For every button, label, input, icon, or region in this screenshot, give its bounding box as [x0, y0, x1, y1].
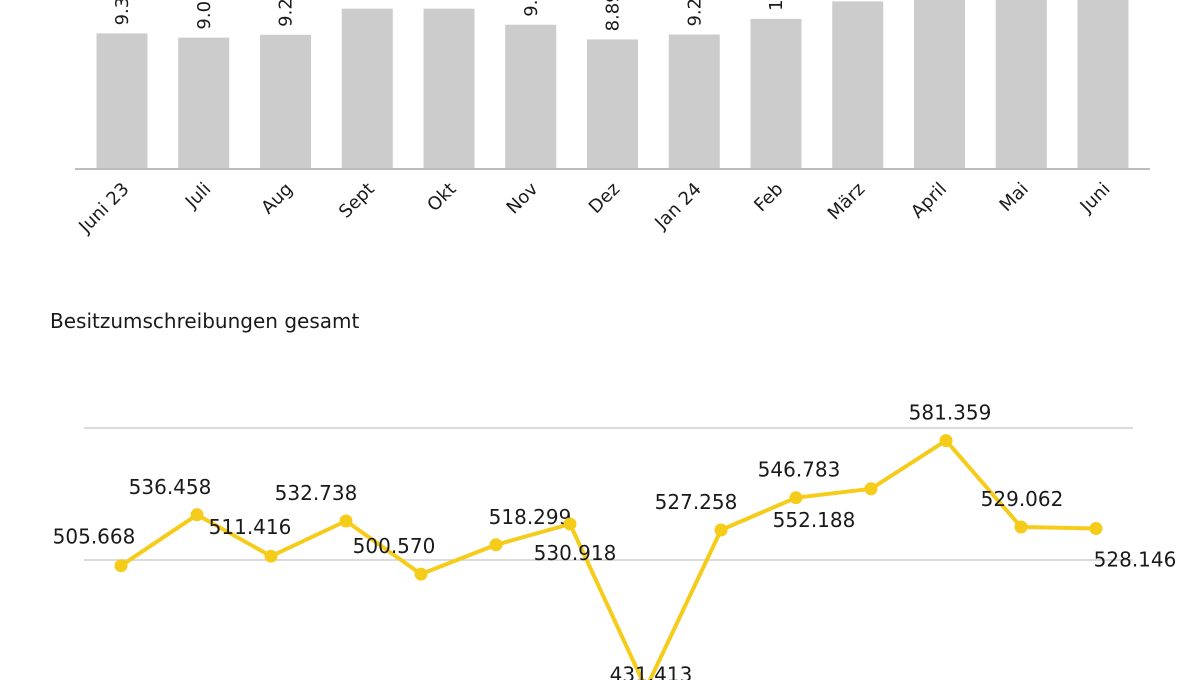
bar-tick-label-8: Feb — [750, 179, 787, 216]
bar-5 — [505, 25, 556, 169]
bar-tick-label-10: April — [907, 179, 951, 223]
bar-1 — [178, 38, 229, 169]
bar-2 — [260, 35, 311, 169]
bar-tick-label-6: Dez — [585, 179, 624, 218]
line-point-0 — [115, 559, 128, 572]
bar-value-label-6: 8.892 — [603, 0, 624, 31]
bar-value-label-8: 10.3 — [766, 0, 787, 11]
line-point-label-0: 505.668 — [53, 525, 136, 549]
line-point-label-1: 536.458 — [129, 475, 212, 499]
line-point-label-11: 581.359 — [909, 401, 992, 425]
bar-6 — [587, 39, 638, 169]
line-point-2 — [265, 550, 278, 563]
bar-tick-label-2: Aug — [257, 179, 297, 219]
bar-value-label-7: 9.229 — [684, 0, 705, 27]
line-point-8 — [715, 524, 728, 537]
line-point-9 — [790, 491, 803, 504]
bar-3 — [342, 9, 393, 169]
bar-4 — [424, 9, 475, 169]
bar-tick-label-9: März — [824, 179, 870, 225]
line-point-5 — [490, 538, 503, 551]
line-point-label-4: 500.570 — [353, 534, 436, 558]
bar-10 — [914, 0, 965, 169]
line-point-label-10: 552.188 — [773, 508, 856, 532]
monthly-bar-chart: 9.306 Juni 23 9.017 Juli 9.208 Aug 11 Sept 11 Okt… — [0, 0, 1200, 270]
line-point-label-8: 527.258 — [655, 490, 738, 514]
line-point-4 — [415, 568, 428, 581]
besitzumschreibungen-line-chart: Besitzumschreibungen gesamt 505.668 536.4… — [0, 285, 1200, 680]
bar-tick-label-7: Jan 24 — [650, 179, 705, 234]
line-point-label-5: 518.299 — [489, 505, 572, 529]
bar-9 — [832, 1, 883, 169]
bar-value-label-0: 9.306 — [112, 0, 133, 25]
line-point-label-7: 431.413 — [610, 663, 693, 680]
bar-12 — [1078, 0, 1129, 169]
bar-value-label-5: 9.90 — [521, 0, 542, 17]
line-point-10 — [865, 482, 878, 495]
bar-tick-label-11: Mai — [996, 179, 1033, 216]
bar-value-label-1: 9.017 — [194, 0, 215, 30]
bar-0 — [97, 33, 148, 169]
line-point-11 — [940, 434, 953, 447]
line-point-label-12: 529.062 — [981, 487, 1064, 511]
line-point-label-6: 530.918 — [534, 541, 617, 565]
bar-7 — [669, 35, 720, 169]
line-chart-title: Besitzumschreibungen gesamt — [50, 309, 359, 333]
bar-tick-label-12: Juni — [1076, 179, 1115, 218]
line-point-1 — [191, 508, 204, 521]
bar-tick-label-5: Nov — [503, 178, 543, 218]
bar-tick-label-3: Sept — [335, 179, 379, 223]
line-point-6 — [564, 518, 577, 531]
line-point-12 — [1015, 521, 1028, 534]
line-point-label-2: 511.416 — [209, 515, 292, 539]
bar-tick-label-4: Okt — [423, 179, 460, 216]
line-point-label-13: 528.146 — [1094, 548, 1177, 572]
line-point-3 — [340, 515, 353, 528]
bar-value-label-2: 9.208 — [276, 0, 297, 27]
line-point-label-3: 532.738 — [275, 481, 358, 505]
bar-value-label-3: 11 — [357, 0, 378, 1]
bar-11 — [996, 0, 1047, 169]
bar-tick-label-0: Juni 23 — [74, 179, 133, 238]
line-point-label-9: 546.783 — [758, 458, 841, 482]
line-point-13 — [1090, 522, 1103, 535]
bar-value-label-4: 11 — [439, 0, 460, 1]
bar-tick-label-1: Juli — [181, 179, 215, 213]
bar-8 — [751, 19, 802, 169]
